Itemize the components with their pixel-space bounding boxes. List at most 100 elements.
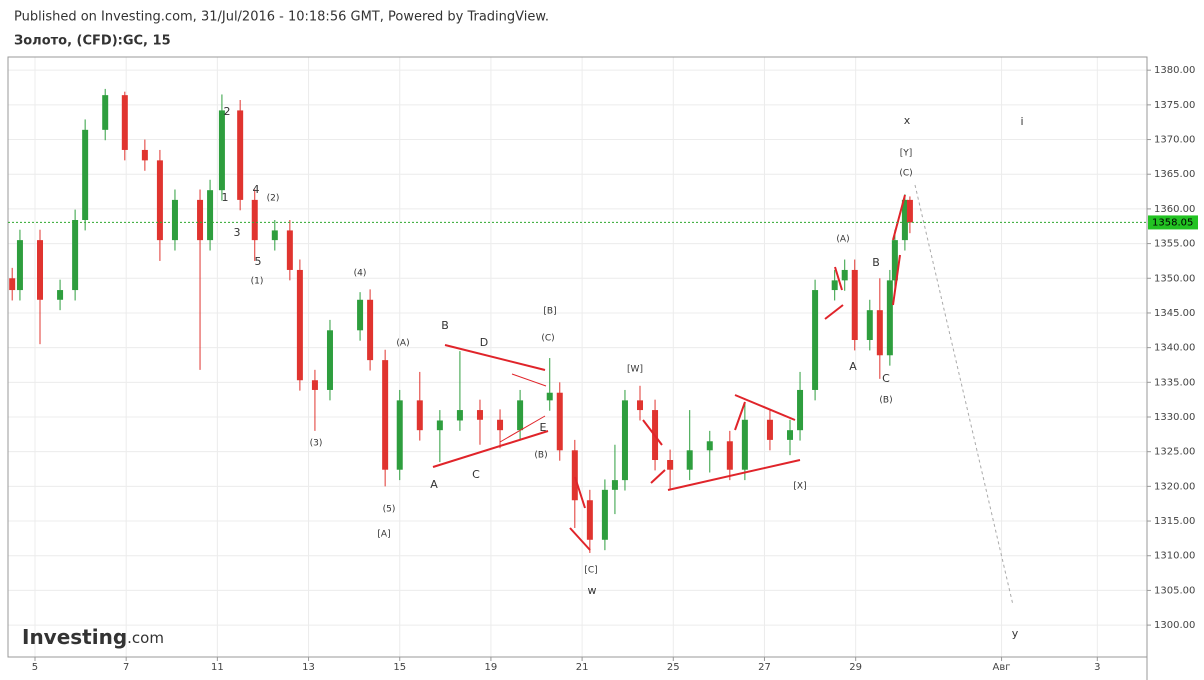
y-tick-label: 1365.00 (1154, 169, 1195, 180)
candle-body (706, 441, 713, 451)
wave-label: B (441, 319, 449, 332)
candle-body (787, 430, 794, 440)
candle-body (271, 230, 278, 241)
grid: 1300.001305.001310.001315.001320.001325.… (8, 57, 1195, 673)
candle-body (102, 95, 109, 130)
candle-body (382, 360, 389, 470)
candle-body (357, 299, 364, 331)
x-tick-label: 21 (576, 662, 589, 673)
y-tick-label: 1340.00 (1154, 343, 1195, 354)
x-tick-label: 13 (302, 662, 315, 673)
y-tick-label: 1305.00 (1154, 585, 1195, 596)
x-tick-label: 11 (211, 662, 224, 673)
wave-label: [W] (627, 365, 643, 375)
candle-body (311, 380, 318, 390)
y-tick-label: 1310.00 (1154, 551, 1195, 562)
chart-title: Золото, (CFD):GC, 15 (14, 34, 171, 49)
y-tick-label: 1350.00 (1154, 273, 1195, 284)
candle-body (876, 310, 883, 356)
y-tick-label: 1330.00 (1154, 412, 1195, 423)
wave-label: C (882, 372, 890, 385)
candle-body (436, 420, 443, 431)
candle-body (601, 489, 608, 540)
wave-label: w (588, 584, 597, 597)
wave-label: E (540, 421, 547, 434)
annotations: 2 1 4 (2) 3 5 (1) (4) (3) (5) [A] (A) B D A C [B] (C) E (B)… (222, 105, 1024, 640)
wave-label: A (849, 360, 857, 373)
y-tick-label: 1355.00 (1154, 239, 1195, 250)
candle-body (16, 240, 23, 291)
candle-body (9, 278, 16, 291)
y-tick-label: 1325.00 (1154, 447, 1195, 458)
wave-label: x (904, 114, 911, 127)
candle-body (556, 392, 563, 451)
x-tick-label: 15 (393, 662, 406, 673)
last-price-box (1148, 215, 1198, 230)
logo: Investing.com (22, 625, 164, 649)
y-tick-label: 1360.00 (1154, 204, 1195, 215)
wave-label: (1) (251, 277, 264, 287)
candle-body (218, 110, 225, 191)
candle-body (851, 269, 858, 341)
wave-label: (B) (879, 396, 892, 406)
x-tick-label: 25 (667, 662, 680, 673)
candle-body (171, 199, 178, 241)
candle-body (517, 400, 524, 431)
candle-body (841, 269, 848, 281)
x-tick-label: 3 (1094, 662, 1100, 673)
x-tick-label: 5 (32, 662, 38, 673)
candle-body (831, 280, 838, 291)
wave-label: (3) (310, 439, 323, 449)
wave-label: C (472, 468, 480, 481)
last-price-label: 1358.05 (1152, 217, 1193, 228)
wave-label: (2) (267, 194, 280, 204)
wave-label: [A] (377, 530, 390, 540)
candle-body (121, 95, 128, 150)
candle-body (296, 269, 303, 381)
wave-label: 2 (224, 105, 231, 118)
candle-body (497, 419, 504, 431)
x-tick-label: 27 (758, 662, 771, 673)
wave-label: 5 (255, 255, 262, 268)
candle-body (766, 419, 773, 440)
candle-body (886, 280, 893, 356)
candle-body (866, 310, 873, 341)
candle-body (621, 400, 628, 481)
candle-body (237, 110, 244, 200)
wave-label: B (872, 256, 880, 269)
wave-label: [C] (584, 566, 597, 576)
candle-body (57, 290, 64, 300)
candle-body (891, 240, 898, 281)
y-tick-label: 1315.00 (1154, 516, 1195, 527)
wave-label: [Y] (900, 149, 913, 159)
candle-body (367, 299, 374, 361)
candle-body (456, 410, 463, 421)
y-tick-label: 1300.00 (1154, 620, 1195, 631)
candle-body (72, 220, 79, 291)
candle-body (197, 199, 204, 241)
candle-body (686, 450, 693, 470)
x-tick-label: 19 (485, 662, 498, 673)
candle-body (546, 392, 553, 401)
candle-body (797, 389, 804, 431)
subtitle: Published on Investing.com, 31/Jul/2016 … (14, 10, 549, 25)
candle-body (571, 450, 578, 501)
wave-label: (4) (354, 269, 367, 279)
candle-body (901, 199, 908, 241)
candle-body (326, 330, 333, 390)
y-tick-label: 1335.00 (1154, 377, 1195, 388)
candle-body (37, 240, 44, 300)
candle-body (611, 480, 618, 490)
wave-label: i (1020, 115, 1023, 128)
candle-body (476, 410, 483, 420)
candle-body (906, 199, 913, 223)
x-tick-label: 7 (123, 662, 129, 673)
candle-body (812, 290, 819, 390)
candle-body (667, 460, 674, 470)
wave-label: (A) (396, 339, 409, 349)
logo-suffix: .com (127, 629, 164, 647)
candle-body (416, 400, 423, 431)
wave-label: 1 (222, 191, 229, 204)
y-tick-label: 1380.00 (1154, 65, 1195, 76)
